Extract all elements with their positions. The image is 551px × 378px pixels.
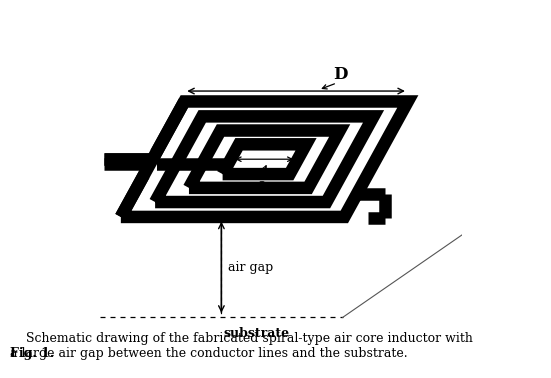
Text: c: c xyxy=(257,178,264,192)
Text: D: D xyxy=(333,66,348,83)
Text: air gap: air gap xyxy=(228,261,273,274)
Text: substrate: substrate xyxy=(224,327,290,340)
Text: Schematic drawing of the fabricated spiral-type air core inductor with
a large a: Schematic drawing of the fabricated spir… xyxy=(10,332,473,360)
Text: Fig. 1.: Fig. 1. xyxy=(10,347,54,360)
